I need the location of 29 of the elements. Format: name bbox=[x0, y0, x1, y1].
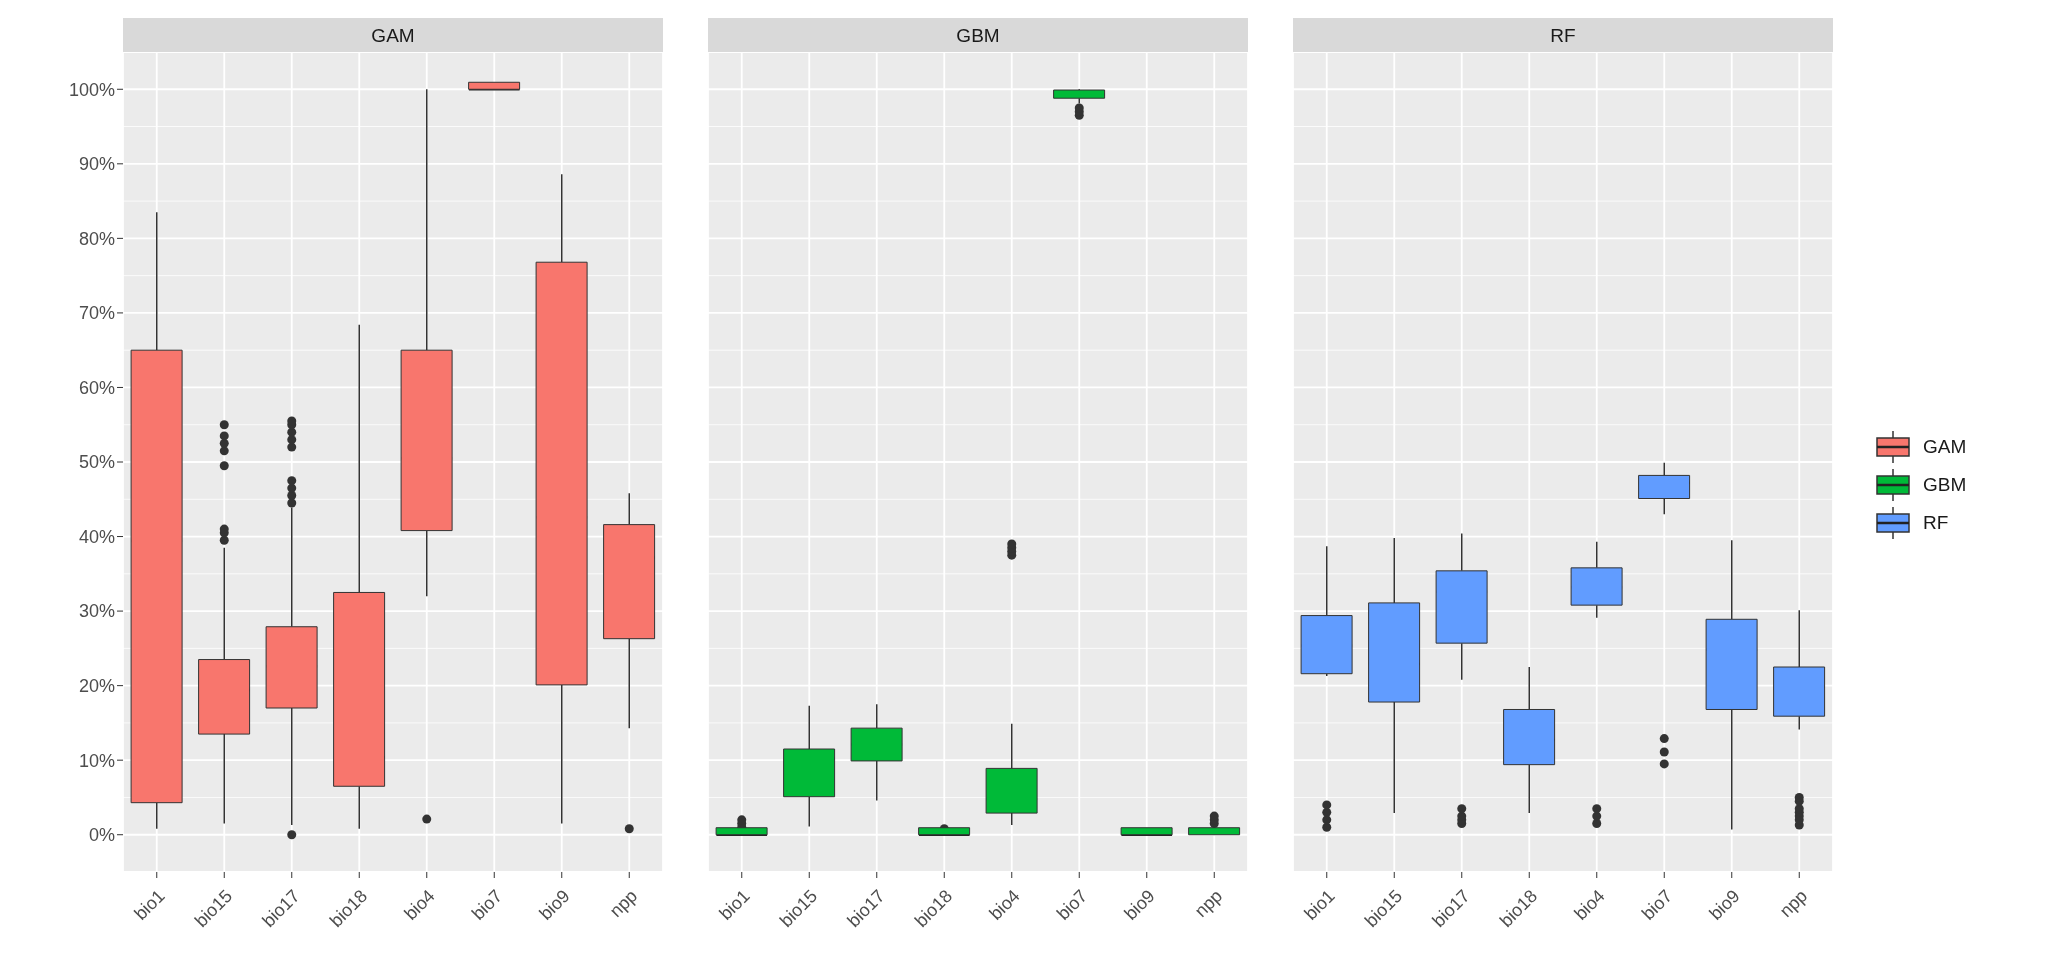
x-tick-label: bio4 bbox=[400, 885, 439, 924]
y-tick-label: 10% bbox=[78, 750, 115, 771]
legend-label: RF bbox=[1923, 512, 1949, 534]
y-tick-label: 80% bbox=[78, 228, 115, 249]
x-tick-label: bio1 bbox=[1300, 885, 1339, 924]
chart-title: RF bbox=[1550, 24, 1576, 46]
y-tick-label: 50% bbox=[78, 452, 115, 473]
x-tick-label: bio4 bbox=[985, 885, 1024, 924]
x-tick-label: bio1 bbox=[715, 885, 754, 924]
y-tick-label: 70% bbox=[78, 303, 115, 324]
y-tick-label: 90% bbox=[78, 154, 115, 175]
x-tick-label: bio9 bbox=[535, 885, 574, 924]
y-tick-label: 0% bbox=[88, 825, 115, 846]
x-tick-label: bio9 bbox=[1705, 885, 1744, 924]
chart-title: GBM bbox=[956, 24, 1000, 46]
x-tick-label: bio4 bbox=[1570, 885, 1609, 924]
y-tick-label: 40% bbox=[78, 526, 115, 547]
x-tick-label: npp bbox=[1775, 885, 1812, 922]
y-tick-label: 100% bbox=[68, 79, 115, 100]
x-tick-label: bio1 bbox=[130, 885, 169, 924]
x-tick-label: npp bbox=[1190, 885, 1227, 922]
legend-label: GAM bbox=[1923, 436, 1967, 458]
x-tick-label: npp bbox=[605, 885, 642, 922]
y-tick-label: 60% bbox=[78, 377, 115, 398]
chart-title: GAM bbox=[371, 24, 415, 46]
legend-label: GBM bbox=[1923, 474, 1967, 496]
x-tick-label: bio9 bbox=[1120, 885, 1159, 924]
y-tick-label: 20% bbox=[78, 676, 115, 697]
y-tick-label: 30% bbox=[78, 601, 115, 622]
